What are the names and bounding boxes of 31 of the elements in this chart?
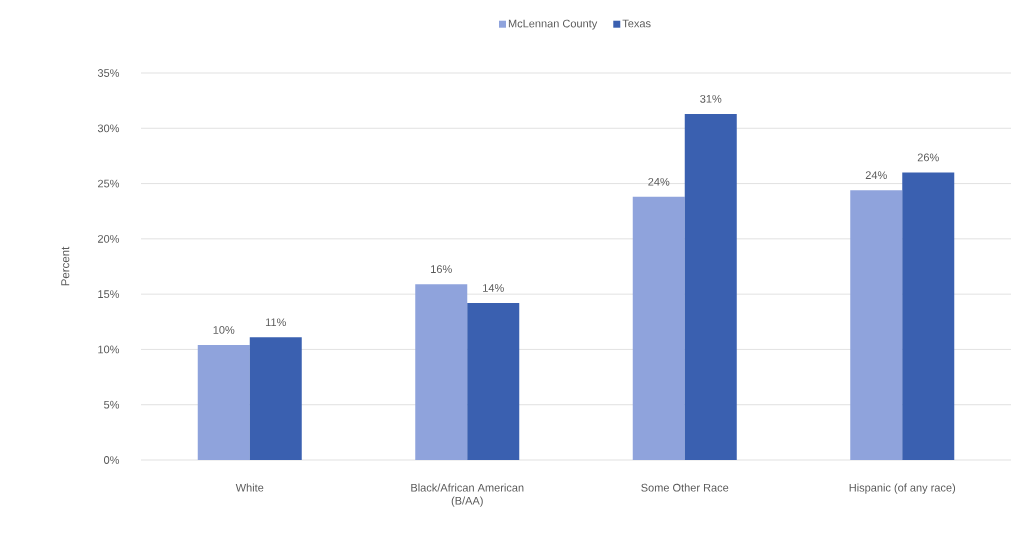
x-tick-label: Black/African American (B/AA) bbox=[411, 483, 524, 507]
y-tick-label: 5% bbox=[104, 400, 120, 409]
bar bbox=[632, 196, 685, 460]
y-axis-title: Percent bbox=[61, 246, 70, 286]
data-label: 11% bbox=[265, 318, 286, 327]
data-label: 24% bbox=[865, 171, 887, 179]
data-label: 24% bbox=[648, 177, 670, 186]
bar bbox=[249, 337, 302, 460]
x-tick-label: White bbox=[235, 483, 264, 492]
legend-label: McLennan County bbox=[508, 19, 598, 30]
legend-label: Texas bbox=[622, 19, 651, 28]
data-label: 10% bbox=[213, 326, 235, 334]
bar bbox=[197, 345, 250, 460]
x-tick-label: Some Other Race bbox=[641, 483, 729, 492]
bar bbox=[684, 113, 737, 460]
bar bbox=[902, 172, 955, 460]
y-tick-label: 35% bbox=[97, 69, 120, 77]
y-tick-label: 30% bbox=[97, 124, 120, 133]
data-label: 16% bbox=[431, 265, 452, 273]
bar bbox=[467, 302, 520, 460]
data-label: 14% bbox=[483, 284, 504, 292]
bar bbox=[415, 284, 468, 460]
data-label: 31% bbox=[700, 94, 722, 103]
bar bbox=[850, 190, 903, 460]
y-tick-label: 10% bbox=[98, 345, 120, 354]
y-tick-label: 20% bbox=[98, 234, 120, 243]
x-tick-label: Hispanic (of any race) bbox=[849, 483, 956, 494]
data-label: 26% bbox=[917, 153, 939, 162]
y-tick-label: 0% bbox=[103, 456, 120, 464]
y-tick-label: 25% bbox=[98, 179, 120, 188]
y-tick-label: 15% bbox=[98, 290, 120, 299]
